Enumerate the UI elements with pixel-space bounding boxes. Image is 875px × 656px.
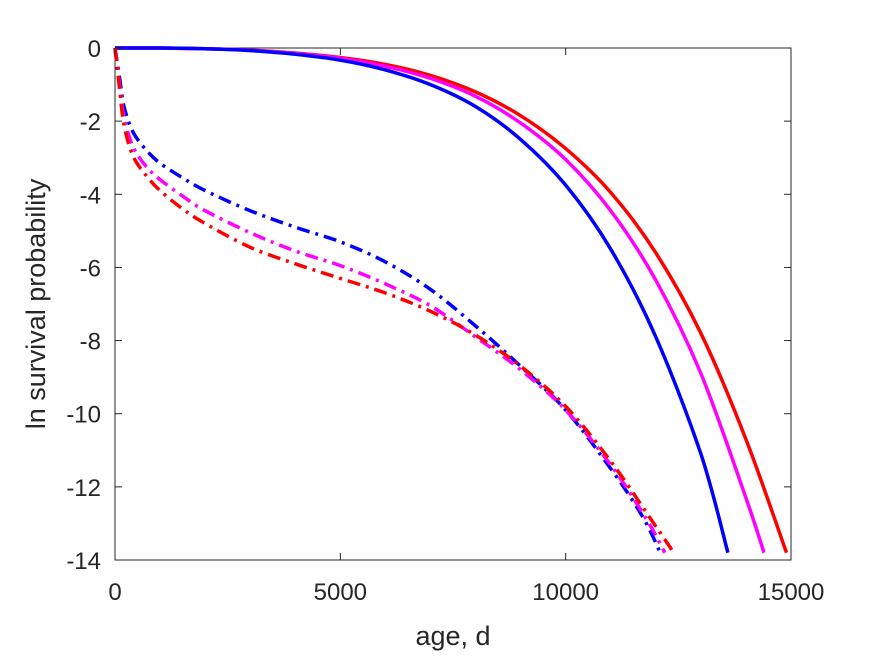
x-tick-label: 15000 [758,579,825,606]
y-tick-label: -10 [66,402,101,429]
x-tick-label: 10000 [532,579,599,606]
y-axis-label: ln survival probability [21,178,51,429]
y-tick-label: -6 [80,255,101,282]
series-line-6 [113,47,676,554]
plot-area [114,47,792,561]
x-axis-label: age, d [415,621,490,651]
series-line-4 [113,47,662,554]
series-line-5 [113,47,667,554]
x-tick-label: 0 [108,579,121,606]
tick-layer: 0 5000 10000 15000 0 -2 -4 -6 -8 -10 -12 -14 [66,36,824,606]
y-tick-label: 0 [88,36,101,63]
y-tick-label: -8 [80,329,101,356]
series-line-3 [114,46,730,554]
x-tick-label: 5000 [314,579,367,606]
series-layer [113,46,789,554]
y-tick-label: -2 [80,109,101,136]
y-tick-label: -4 [80,182,101,209]
y-tick-label: -12 [66,475,101,502]
y-tick-label: -14 [66,548,101,575]
